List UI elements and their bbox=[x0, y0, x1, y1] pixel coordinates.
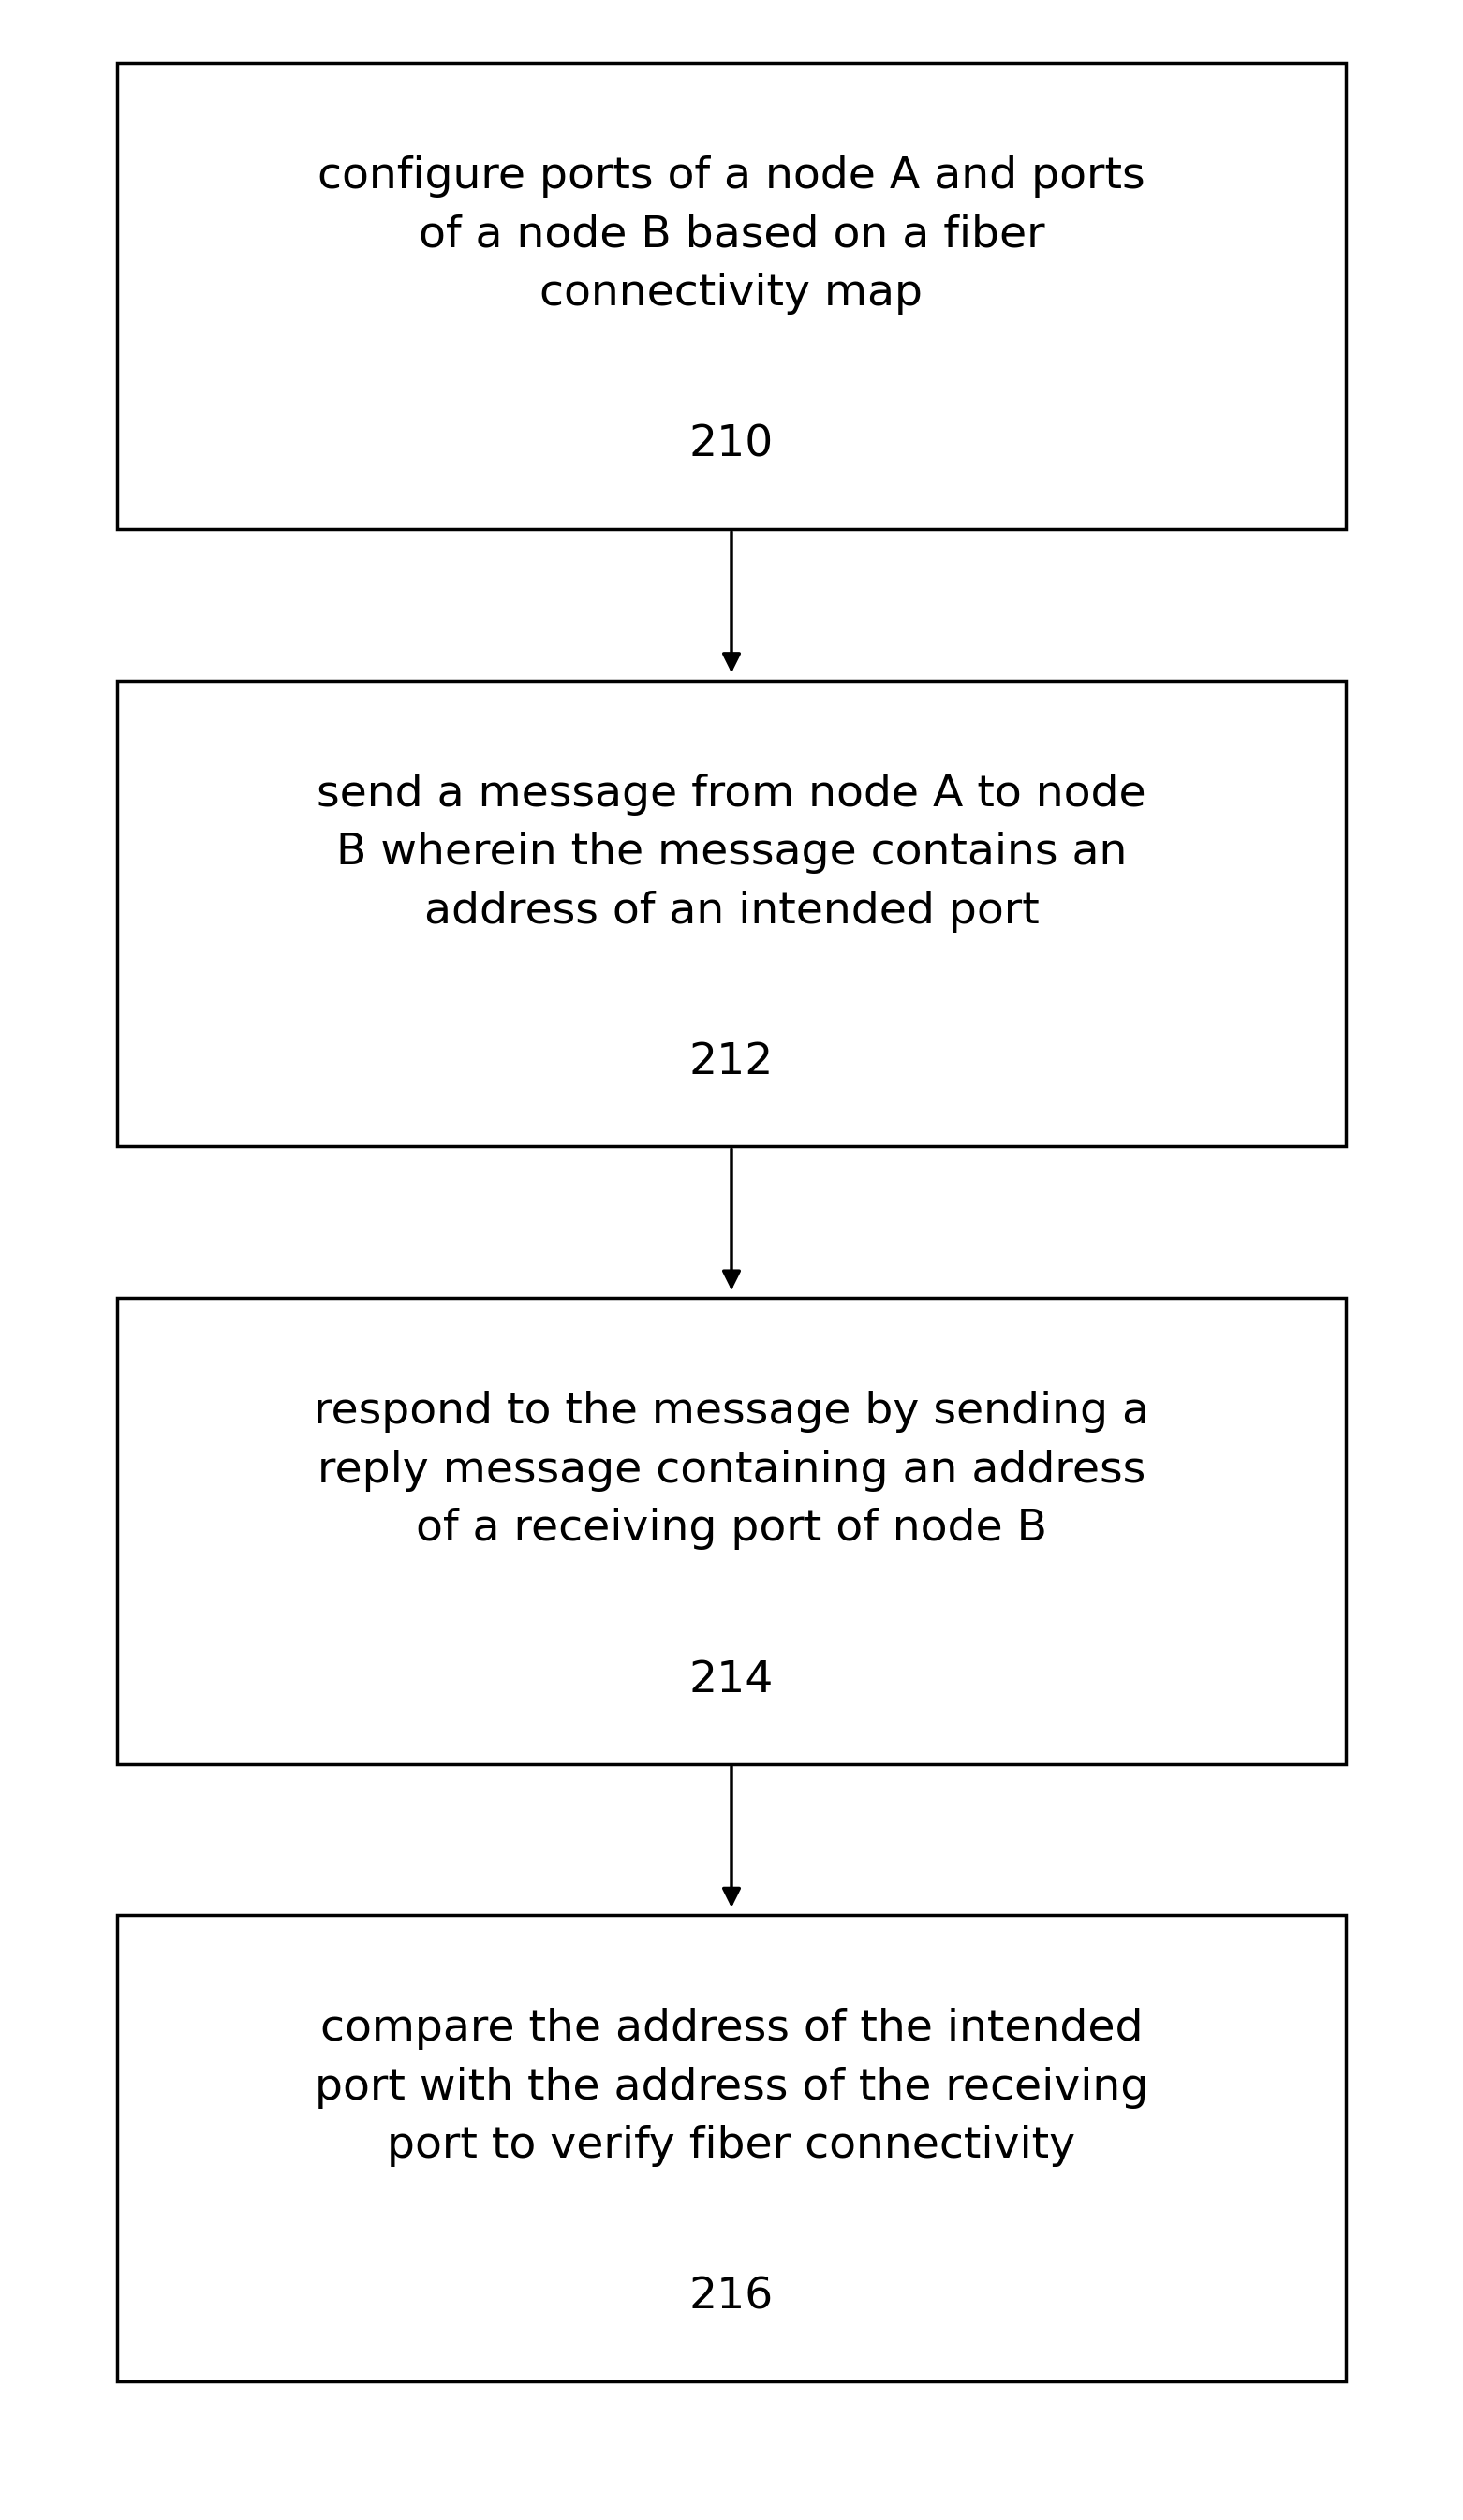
Text: send a message from node A to node
B wherein the message contains an
address of : send a message from node A to node B whe… bbox=[317, 774, 1146, 932]
Text: configure ports of a node A and ports
of a node B based on a fiber
connectivity : configure ports of a node A and ports of… bbox=[317, 156, 1146, 315]
Text: 210: 210 bbox=[689, 423, 774, 466]
Text: respond to the message by sending a
reply message containing an address
of a rec: respond to the message by sending a repl… bbox=[313, 1391, 1150, 1550]
Text: compare the address of the intended
port with the address of the receiving
port : compare the address of the intended port… bbox=[315, 2008, 1148, 2167]
FancyBboxPatch shape bbox=[117, 680, 1346, 1147]
Text: 212: 212 bbox=[689, 1041, 774, 1084]
FancyBboxPatch shape bbox=[117, 1915, 1346, 2381]
FancyBboxPatch shape bbox=[117, 63, 1346, 529]
Text: 216: 216 bbox=[689, 2276, 774, 2318]
FancyBboxPatch shape bbox=[117, 1298, 1346, 1764]
Text: 214: 214 bbox=[689, 1658, 774, 1701]
